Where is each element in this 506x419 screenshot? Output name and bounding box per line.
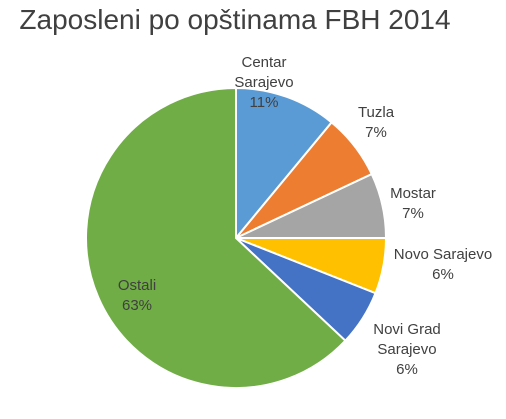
data-label-centar-sarajevo: Centar Sarajevo 11% bbox=[234, 54, 293, 111]
data-label-category: Sarajevo bbox=[377, 341, 436, 358]
data-label-value: 6% bbox=[396, 361, 418, 378]
data-label-value: 7% bbox=[365, 124, 387, 141]
data-label-value: 11% bbox=[250, 94, 279, 111]
data-label-category: Novo Sarajevo bbox=[394, 246, 492, 263]
data-label-category: Novi Grad bbox=[373, 321, 441, 338]
data-label-mostar: Mostar 7% bbox=[390, 185, 436, 222]
data-label-value: 63% bbox=[122, 297, 152, 314]
data-label-value: 7% bbox=[402, 205, 424, 222]
chart-title: Zaposleni po opštinama FBH 2014 bbox=[19, 4, 451, 35]
pie-slice-ostali bbox=[85, 86, 347, 389]
data-label-category: Tuzla bbox=[358, 104, 395, 121]
data-label-value: 6% bbox=[432, 266, 454, 283]
pie-slice-centar-sarajevo bbox=[235, 86, 334, 241]
data-label-category: Mostar bbox=[390, 185, 436, 202]
data-label-category: Centar bbox=[241, 54, 286, 71]
data-label-ostali: Ostali 63% bbox=[118, 277, 156, 314]
data-label-novo-sarajevo: Novo Sarajevo 6% bbox=[394, 246, 492, 283]
data-label-novi-grad-sarajevo: Novi Grad Sarajevo 6% bbox=[373, 321, 441, 378]
data-label-tuzla: Tuzla 7% bbox=[358, 104, 395, 141]
data-label-category: Ostali bbox=[118, 277, 156, 294]
data-label-category: Sarajevo bbox=[234, 74, 293, 91]
